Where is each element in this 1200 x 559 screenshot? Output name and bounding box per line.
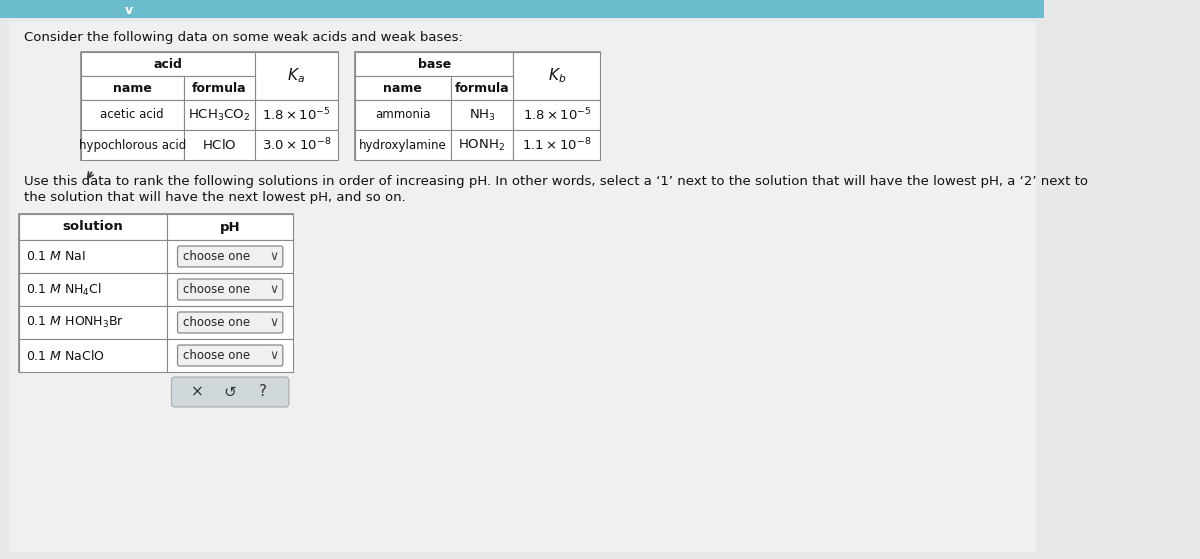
FancyBboxPatch shape [172, 377, 289, 407]
Bar [355, 100, 451, 130]
Text: name: name [384, 82, 422, 94]
Text: acid: acid [154, 58, 182, 70]
Bar [184, 100, 254, 130]
Text: Use this data to rank the following solutions in order of increasing pH. In othe: Use this data to rank the following solu… [24, 176, 1088, 188]
Bar [19, 273, 167, 306]
Text: $K_b$: $K_b$ [548, 67, 566, 86]
Text: 0.1 $M$ NaClO: 0.1 $M$ NaClO [26, 348, 106, 362]
Bar [0, 0, 1044, 18]
Text: Consider the following data on some weak acids and weak bases:: Consider the following data on some weak… [24, 31, 463, 45]
Bar [19, 306, 167, 339]
Text: hypochlorous acid: hypochlorous acid [79, 139, 186, 151]
Bar [451, 130, 514, 160]
Text: formula: formula [455, 82, 510, 94]
Bar [167, 306, 293, 339]
FancyBboxPatch shape [178, 312, 283, 333]
Bar [355, 52, 514, 76]
Bar [254, 52, 337, 100]
Text: ×: × [191, 385, 204, 400]
Text: name: name [113, 82, 151, 94]
Bar [80, 130, 184, 160]
Text: v: v [125, 4, 133, 17]
Text: ammonia: ammonia [376, 108, 431, 121]
FancyBboxPatch shape [178, 279, 283, 300]
Bar [355, 52, 600, 160]
Text: 0.1 $M$ NaI: 0.1 $M$ NaI [26, 250, 86, 263]
Text: $\mathrm{HCH_3CO_2}$: $\mathrm{HCH_3CO_2}$ [188, 107, 251, 122]
Text: $\mathrm{HONH_2}$: $\mathrm{HONH_2}$ [458, 138, 505, 153]
Text: ↺: ↺ [224, 385, 236, 400]
Bar [184, 130, 254, 160]
Bar [167, 339, 293, 372]
Text: ∨: ∨ [270, 316, 278, 329]
Bar [167, 273, 293, 306]
Bar [19, 214, 167, 240]
Text: $1.1\times10^{-8}$: $1.1\times10^{-8}$ [522, 137, 592, 153]
Bar [355, 76, 451, 100]
Bar [514, 130, 600, 160]
Bar [514, 100, 600, 130]
Text: 0.1 $M$ NH$_4$Cl: 0.1 $M$ NH$_4$Cl [26, 281, 102, 297]
Bar [167, 240, 293, 273]
Text: pH: pH [220, 220, 240, 234]
Text: choose one: choose one [182, 349, 250, 362]
Text: base: base [418, 58, 451, 70]
Text: $1.8\times10^{-5}$: $1.8\times10^{-5}$ [262, 107, 331, 124]
Text: ∨: ∨ [270, 349, 278, 362]
Text: ?: ? [259, 385, 268, 400]
Text: acetic acid: acetic acid [101, 108, 164, 121]
Bar [19, 240, 167, 273]
Bar [80, 52, 254, 76]
Text: $\mathrm{HClO}$: $\mathrm{HClO}$ [202, 138, 236, 152]
Text: choose one: choose one [182, 250, 250, 263]
Bar [80, 52, 337, 160]
Text: $1.8\times10^{-5}$: $1.8\times10^{-5}$ [523, 107, 592, 124]
Bar [19, 214, 293, 372]
Text: $3.0\times10^{-8}$: $3.0\times10^{-8}$ [262, 137, 331, 153]
Text: solution: solution [62, 220, 124, 234]
Text: hydroxylamine: hydroxylamine [359, 139, 446, 151]
Text: 0.1 $M$ HONH$_3$Br: 0.1 $M$ HONH$_3$Br [26, 315, 124, 330]
FancyBboxPatch shape [178, 246, 283, 267]
Text: ∨: ∨ [270, 283, 278, 296]
Text: choose one: choose one [182, 283, 250, 296]
Bar [514, 52, 600, 100]
Bar [80, 100, 184, 130]
Bar [451, 76, 514, 100]
FancyBboxPatch shape [178, 345, 283, 366]
Bar [254, 100, 337, 130]
Text: the solution that will have the next lowest pH, and so on.: the solution that will have the next low… [24, 192, 406, 205]
Bar [451, 100, 514, 130]
Bar [19, 339, 167, 372]
Bar [355, 130, 451, 160]
Bar [254, 130, 337, 160]
Bar [184, 76, 254, 100]
Text: choose one: choose one [182, 316, 250, 329]
Text: ∨: ∨ [270, 250, 278, 263]
Bar [80, 76, 184, 100]
Text: $K_a$: $K_a$ [288, 67, 305, 86]
Bar [167, 214, 293, 240]
Text: $\mathrm{NH_3}$: $\mathrm{NH_3}$ [468, 107, 496, 122]
Text: formula: formula [192, 82, 247, 94]
